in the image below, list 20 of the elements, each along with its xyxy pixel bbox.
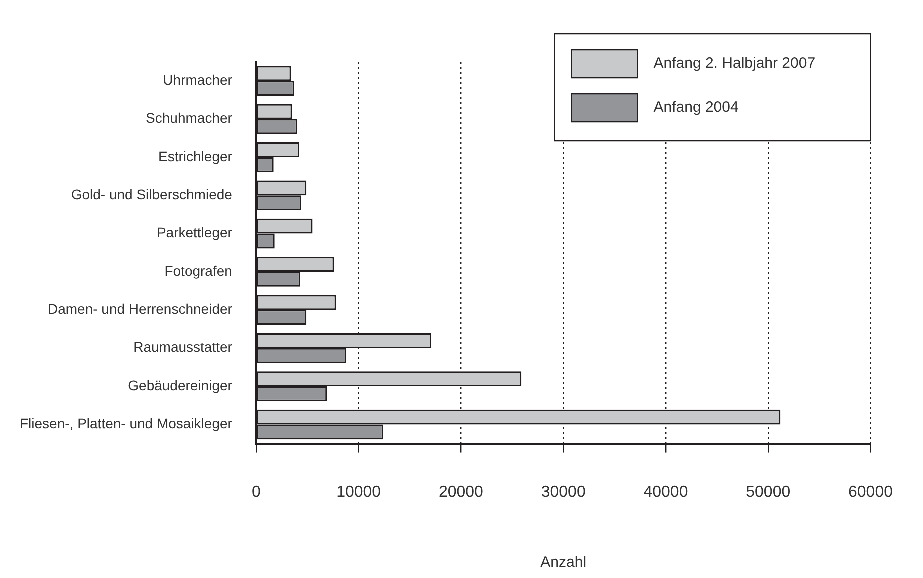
x-tick-label: 10000 — [336, 484, 382, 501]
y-tick-label: Gold- und Silberschmiede — [71, 186, 233, 202]
x-tick-label: 60000 — [848, 484, 894, 501]
legend-label: Anfang 2. Halbjahr 2007 — [654, 55, 816, 72]
y-tick-label: Parkettleger — [156, 224, 233, 241]
legend-label: Anfang 2004 — [654, 99, 739, 116]
y-tick-label: Schuhmacher — [146, 110, 233, 126]
y-tick-label: Fliesen-, Platten- und Mosaikleger — [20, 416, 233, 432]
y-tick-label: Fotografen — [164, 262, 232, 279]
y-tick-label: Raumausstatter — [134, 339, 233, 356]
x-tick-label: 40000 — [644, 484, 688, 501]
y-tick-label: Uhrmacher — [163, 72, 233, 88]
x-tick-label: 30000 — [541, 484, 586, 501]
x-tick-label: 0 — [252, 484, 261, 501]
x-tick-label: 50000 — [746, 484, 791, 501]
y-tick-label: Estrichleger — [158, 148, 233, 164]
x-tick-label: 20000 — [438, 484, 484, 501]
y-tick-label: Damen- und Herrenschneider — [48, 301, 233, 318]
x-axis-title: Anzahl — [540, 554, 587, 572]
y-tick-label: Gebäudereiniger — [128, 377, 233, 394]
